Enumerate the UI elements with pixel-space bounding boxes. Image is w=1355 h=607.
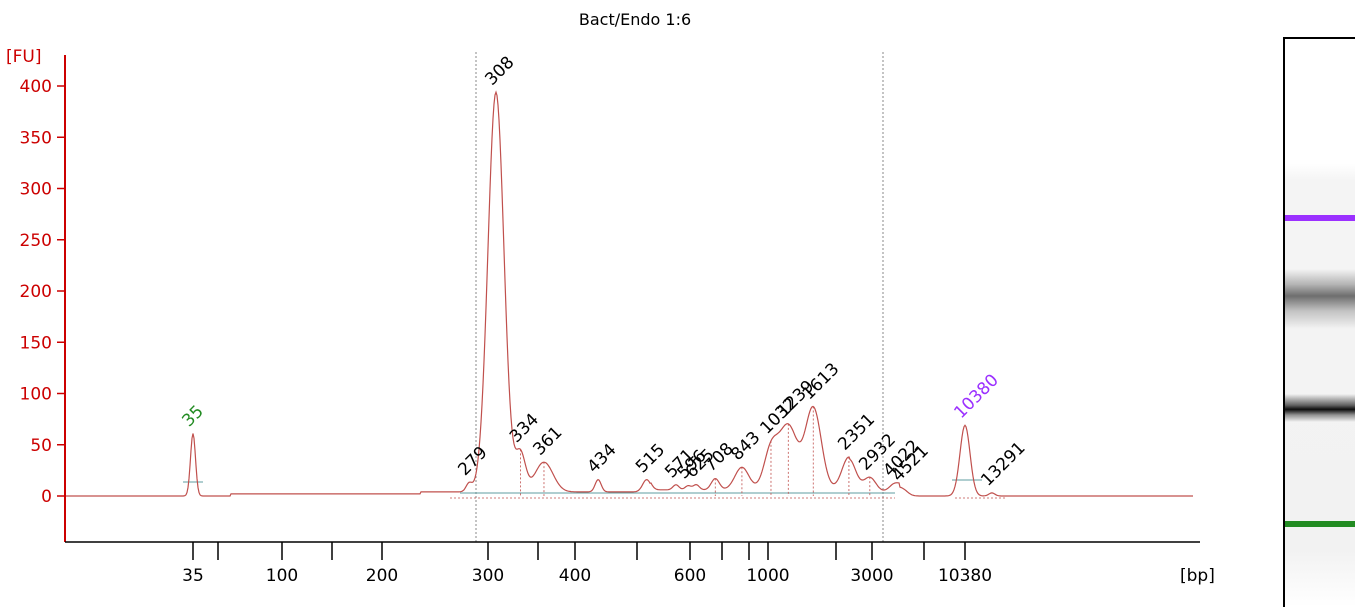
x-tick-label-1000: 1000	[746, 566, 789, 586]
y-axis-label: [FU]	[6, 47, 42, 67]
x-tick-label-35: 35	[182, 566, 204, 586]
y-tick-label-100: 100	[20, 385, 52, 405]
x-tick-label-400: 400	[559, 566, 591, 586]
y-tick-label-300: 300	[20, 180, 52, 200]
peak-label-279: 279	[454, 443, 491, 480]
gel-upper-marker-band	[1285, 215, 1355, 221]
y-tick-label-250: 250	[20, 231, 52, 251]
peak-label-843: 843	[727, 428, 764, 465]
chart-title: Bact/Endo 1:6	[579, 10, 691, 29]
gel-lane	[1283, 37, 1355, 607]
x-tick-label-100: 100	[266, 566, 298, 586]
peak-label-434: 434	[584, 440, 621, 477]
y-tick-label-200: 200	[20, 282, 52, 302]
x-tick-label-300: 300	[472, 566, 504, 586]
y-tick-label-0: 0	[41, 487, 52, 507]
gel-lower-marker-band	[1285, 521, 1355, 527]
gel-main-band	[1285, 394, 1355, 422]
y-tick-label-50: 50	[30, 436, 52, 456]
x-tick-label-10380: 10380	[938, 566, 992, 586]
x-tick-label-3000: 3000	[850, 566, 893, 586]
y-tick-label-350: 350	[20, 128, 52, 148]
x-tick-label-600: 600	[674, 566, 706, 586]
peak-label-10380: 10380	[950, 370, 1002, 422]
electropherogram-trace	[65, 90, 1193, 497]
electropherogram-chart: Bact/Endo 1:6 [FU] [bp] 0 50 100 150 200 250 3…	[6, 10, 1215, 586]
peak-label-308: 308	[481, 53, 518, 90]
y-tick-label-400: 400	[20, 77, 52, 97]
gel-smear-band	[1285, 269, 1355, 329]
y-tick-label-150: 150	[20, 333, 52, 353]
peak-label-35: 35	[178, 402, 207, 431]
x-axis-label: [bp]	[1180, 566, 1215, 586]
peak-label-13291: 13291	[977, 438, 1029, 490]
x-tick-label-200: 200	[366, 566, 398, 586]
